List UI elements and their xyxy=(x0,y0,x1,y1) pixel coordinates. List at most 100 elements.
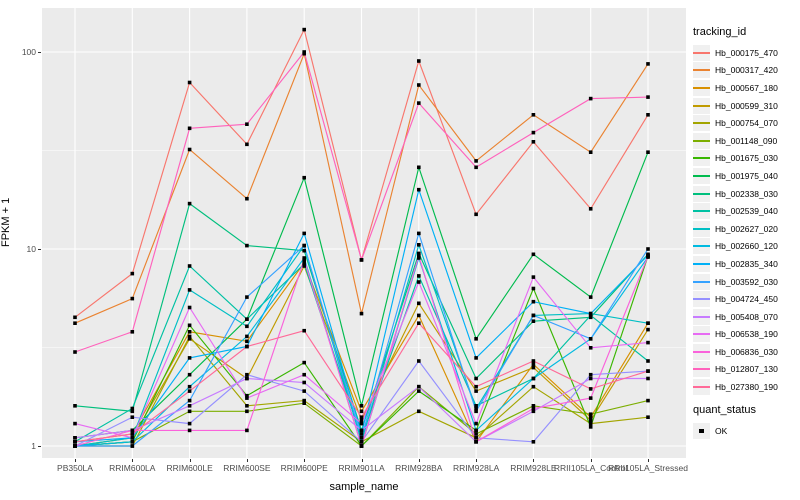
data-point xyxy=(474,356,478,360)
data-point xyxy=(531,313,536,318)
data-point xyxy=(417,313,421,318)
legend-item-label: Hb_003592_030 xyxy=(715,276,778,287)
data-point xyxy=(417,243,421,247)
legend-item-label: Hb_002539_040 xyxy=(715,206,778,217)
legend-item-label: Hb_002660_120 xyxy=(715,241,778,252)
data-point xyxy=(245,334,249,339)
data-point xyxy=(531,286,536,291)
legend-item-Hb_005408_070: Hb_005408_070 xyxy=(693,308,798,326)
x-tick-label: RRIM928BA xyxy=(395,463,443,473)
x-tick-mark xyxy=(304,459,306,462)
plot-svg xyxy=(42,8,686,458)
legend-item-Hb_002660_120: Hb_002660_120 xyxy=(693,238,798,256)
data-point xyxy=(187,389,192,393)
data-point xyxy=(130,436,135,440)
x-tick-label: RRIM600PE xyxy=(280,463,328,473)
legend: tracking_id Hb_000175_470 Hb_000317_420 Hb… xyxy=(693,26,798,439)
legend-line-swatch-icon xyxy=(693,97,710,114)
legend-item-Hb_000599_310: Hb_000599_310 xyxy=(693,97,798,115)
data-point xyxy=(474,428,478,433)
legend-line-swatch-icon xyxy=(693,379,710,396)
data-point xyxy=(474,376,478,381)
data-point xyxy=(417,254,421,258)
x-tick-mark xyxy=(189,459,191,462)
data-point xyxy=(646,415,650,419)
legend-item-Hb_001975_040: Hb_001975_040 xyxy=(693,167,798,185)
data-point xyxy=(359,311,364,316)
legend-color-items: Hb_000175_470 Hb_000317_420 Hb_000567_180 H… xyxy=(693,44,798,396)
data-point xyxy=(187,264,192,268)
x-tick-mark xyxy=(590,459,592,462)
legend-line-swatch-icon xyxy=(693,308,710,325)
data-point xyxy=(474,384,478,389)
data-point xyxy=(417,280,421,284)
y-tick-label: 10 xyxy=(26,243,36,254)
data-point xyxy=(588,346,593,350)
legend-line-swatch-icon xyxy=(693,150,710,167)
y-tick-label: 1 xyxy=(31,440,36,451)
data-point xyxy=(417,321,421,325)
data-point xyxy=(474,165,478,170)
data-point xyxy=(588,376,593,381)
data-point xyxy=(302,372,306,377)
data-point xyxy=(588,418,593,423)
data-point xyxy=(531,319,536,323)
data-point xyxy=(646,321,650,325)
data-point xyxy=(302,401,306,405)
data-point xyxy=(302,175,306,180)
data-point xyxy=(359,432,364,436)
data-point xyxy=(245,324,249,329)
data-point xyxy=(417,251,421,256)
legend-item-ok: OK xyxy=(693,422,798,440)
legend-item-Hb_000567_180: Hb_000567_180 xyxy=(693,79,798,97)
data-point xyxy=(187,421,192,426)
data-point xyxy=(588,415,593,419)
data-point xyxy=(302,258,306,262)
data-point xyxy=(187,428,192,433)
legend-item-Hb_002338_030: Hb_002338_030 xyxy=(693,185,798,203)
x-tick-mark xyxy=(418,459,420,462)
legend-item-Hb_002539_040: Hb_002539_040 xyxy=(693,202,798,220)
data-point xyxy=(646,376,650,381)
legend-shape-block: quant_status OK xyxy=(693,404,798,440)
data-point xyxy=(245,428,249,433)
data-point xyxy=(417,359,421,363)
data-point xyxy=(187,80,192,85)
legend-line-swatch-icon xyxy=(693,343,710,360)
data-point xyxy=(73,404,77,408)
data-point xyxy=(359,404,364,408)
data-point xyxy=(588,396,593,400)
x-tick-mark xyxy=(361,459,363,462)
data-point xyxy=(588,315,593,320)
data-point xyxy=(646,247,650,251)
data-point xyxy=(130,406,135,411)
legend-line-swatch-icon xyxy=(693,167,710,184)
legend-item-Hb_006836_030: Hb_006836_030 xyxy=(693,343,798,361)
data-point xyxy=(646,398,650,403)
data-point xyxy=(73,444,77,448)
data-point xyxy=(130,444,135,448)
data-point xyxy=(646,340,650,345)
data-point xyxy=(588,337,593,341)
x-tick-label: RRIM901LA xyxy=(338,463,385,473)
legend-item-label: Hb_000567_180 xyxy=(715,82,778,93)
data-point xyxy=(245,404,249,408)
data-point xyxy=(302,328,306,333)
data-point xyxy=(359,428,364,433)
data-point xyxy=(302,389,306,393)
legend-item-label: Hb_004724_450 xyxy=(715,294,778,305)
data-point xyxy=(646,95,650,99)
x-tick-label: RRIM928LA xyxy=(452,463,500,473)
legend-line-swatch-icon xyxy=(693,62,710,79)
data-point xyxy=(588,372,593,377)
data-point xyxy=(302,380,306,385)
data-point xyxy=(531,404,536,408)
data-point xyxy=(474,409,478,414)
data-point xyxy=(245,344,249,349)
data-point xyxy=(588,207,593,211)
data-point xyxy=(417,389,421,393)
data-point xyxy=(130,409,135,414)
data-point xyxy=(359,436,364,440)
data-point xyxy=(187,201,192,206)
